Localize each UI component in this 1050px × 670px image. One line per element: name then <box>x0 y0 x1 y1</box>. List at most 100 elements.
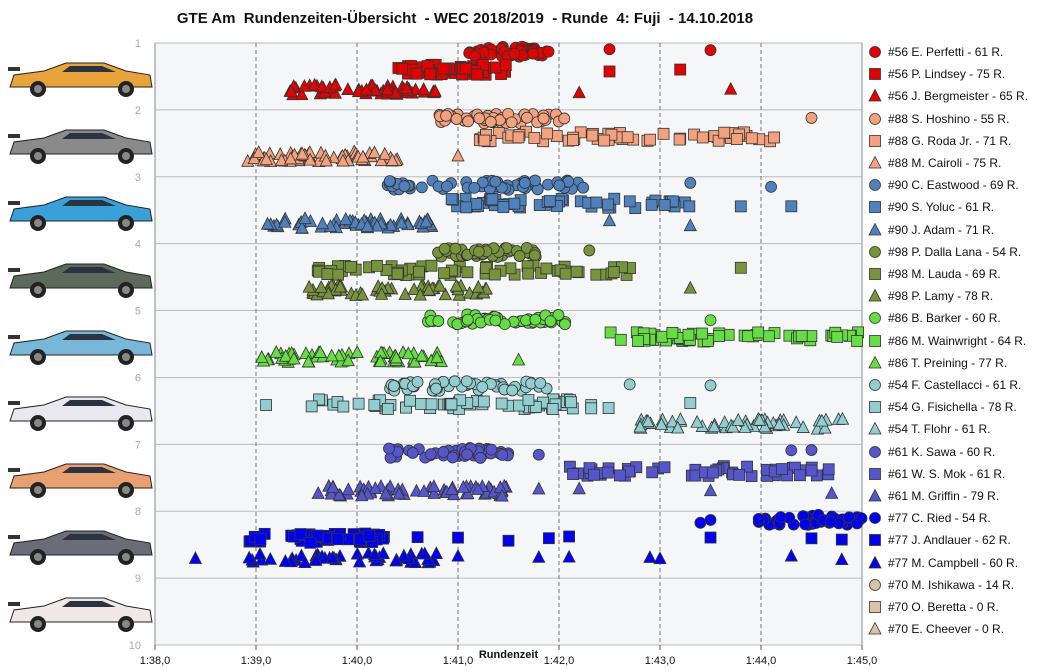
lap-point <box>379 486 393 500</box>
lap-point <box>417 484 431 497</box>
lap-point <box>835 533 848 546</box>
legend-label: #86 B. Barker - 60 R. <box>888 311 1001 326</box>
square-marker-icon <box>869 334 881 347</box>
lap-point <box>368 481 382 494</box>
lap-point <box>869 601 881 613</box>
series--88-m-cairoli-75-r- <box>241 144 465 168</box>
lap-point <box>424 68 437 81</box>
lap-point <box>437 62 450 75</box>
lap-point <box>331 533 344 546</box>
lap-point <box>311 486 325 499</box>
lap-point <box>269 345 283 358</box>
lap-point <box>822 463 835 476</box>
lap-point <box>254 533 267 546</box>
x-tick-label: 1:43,0 <box>645 655 676 667</box>
legend-entry: #56 P. Lindsey - 75 R. <box>868 64 1005 84</box>
legend-entry: #61 W. S. Mok - 61 R. <box>868 464 1005 484</box>
lap-point <box>425 259 438 272</box>
series--77-m-campbell-60-r- <box>188 545 849 569</box>
series--86-t-preining-77-r- <box>255 345 526 368</box>
y-tick-label: 9 <box>135 573 141 585</box>
lap-point <box>411 531 424 544</box>
circle-marker-icon <box>869 112 881 125</box>
legend-label: #54 G. Fisichella - 78 R. <box>888 400 1017 415</box>
lap-point <box>706 466 719 479</box>
race-car-icon <box>8 196 153 231</box>
lap-point <box>445 193 458 205</box>
lap-point <box>381 403 394 415</box>
legend-label: #98 P. Dalla Lana - 54 R. <box>888 244 1022 259</box>
lap-point <box>805 464 818 477</box>
lap-point <box>253 546 267 560</box>
triangle-marker-icon <box>868 222 882 235</box>
lap-point <box>512 131 525 144</box>
legend-label: #88 G. Roda Jr. - 71 R. <box>888 133 1012 148</box>
lap-point <box>448 375 461 388</box>
legend-entry: #90 C. Eastwood - 69 R. <box>868 175 1019 195</box>
lap-point <box>765 180 777 193</box>
series--77-c-ried-54-r- <box>694 509 868 531</box>
lap-point <box>734 261 747 274</box>
lap-point <box>825 486 839 499</box>
lap-point <box>752 412 767 426</box>
lap-point <box>278 554 293 567</box>
lap-point <box>614 469 626 482</box>
series--98-m-lauda-69-r- <box>311 259 747 281</box>
lap-point <box>446 451 459 464</box>
race-car-icon <box>8 463 153 499</box>
legend-entry: #90 J. Adam - 71 R. <box>868 220 994 240</box>
lap-point <box>352 397 365 410</box>
legend-label: #70 O. Beretta - 0 R. <box>888 600 999 614</box>
lap-point <box>734 200 747 213</box>
lap-point <box>404 394 416 407</box>
lap-point <box>696 327 708 340</box>
lap-point <box>470 197 483 210</box>
lap-point <box>363 529 376 542</box>
y-tick-label: 4 <box>135 239 141 251</box>
lap-point <box>805 112 818 124</box>
lap-point <box>522 394 535 406</box>
lap-point <box>738 420 752 433</box>
lap-point <box>784 548 798 562</box>
series--98-p-lamy-78-r- <box>302 278 697 301</box>
square-marker-icon <box>869 534 881 547</box>
lap-point <box>805 444 818 456</box>
lap-point <box>831 331 844 343</box>
square-marker-icon <box>869 68 881 81</box>
lap-point <box>694 516 707 529</box>
lap-point <box>532 448 545 461</box>
series--56-e-perfetti-61-r- <box>463 40 717 63</box>
lap-point <box>188 551 203 564</box>
lap-point <box>473 112 486 125</box>
lap-point <box>415 348 429 362</box>
lap-point <box>422 282 436 296</box>
lap-point <box>339 212 353 225</box>
lap-point <box>298 555 312 569</box>
lap-point <box>456 480 470 493</box>
lap-point <box>644 133 656 146</box>
lap-point <box>399 81 414 94</box>
lap-point <box>683 218 697 232</box>
lap-point <box>355 488 369 502</box>
lap-point <box>326 480 340 493</box>
lap-point <box>868 89 882 102</box>
lap-point <box>724 81 738 95</box>
lap-point <box>415 398 428 410</box>
lap-point <box>392 486 406 500</box>
lap-point <box>321 268 334 281</box>
legend-label: #61 M. Griffin - 79 R. <box>888 489 1000 503</box>
lap-point <box>449 242 462 255</box>
lap-point <box>707 419 721 433</box>
lap-point <box>567 134 579 147</box>
lap-point <box>614 333 627 346</box>
lap-point <box>389 553 403 567</box>
legend-label: #56 E. Perfetti - 61 R. <box>888 45 1004 59</box>
lap-point <box>607 266 620 279</box>
lap-point <box>341 482 356 496</box>
lap-point <box>869 201 881 214</box>
lap-point <box>552 309 565 321</box>
legend-label: #56 P. Lindsey - 75 R. <box>888 67 1006 82</box>
lap-point <box>869 46 881 58</box>
lap-point <box>506 384 519 397</box>
